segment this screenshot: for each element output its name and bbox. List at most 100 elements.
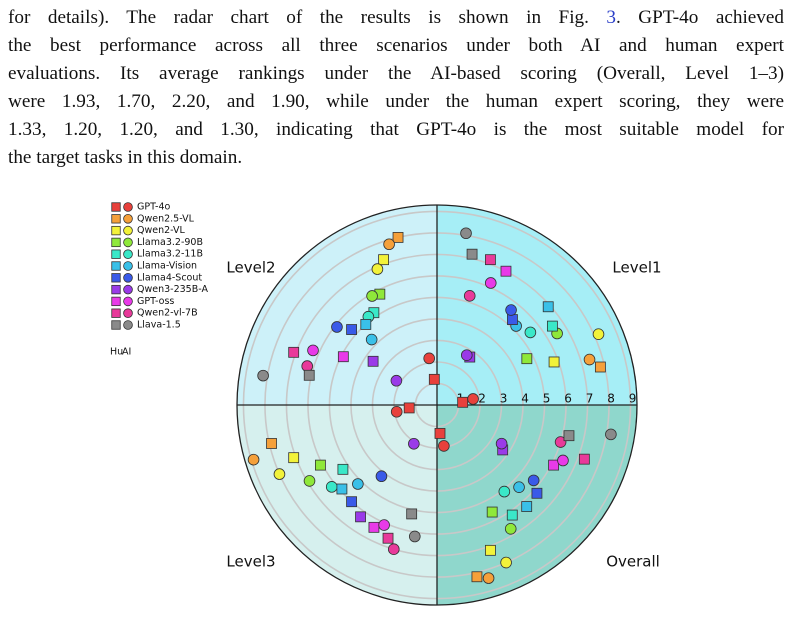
marker-hu xyxy=(548,459,559,471)
legend-label: Qwen2.5-VL xyxy=(137,213,195,224)
legend-label: Llama4-Scout xyxy=(137,272,202,283)
marker-hu xyxy=(266,438,277,449)
marker-hu xyxy=(336,483,348,495)
marker-hu xyxy=(521,353,533,365)
legend-marker-hu xyxy=(111,237,121,248)
marker-hu xyxy=(466,248,478,260)
marker-hu xyxy=(486,506,498,518)
marker-hu xyxy=(392,232,404,243)
legend-label: Qwen2-vl-7B xyxy=(137,308,198,319)
marker-hu xyxy=(563,430,575,442)
marker-ai xyxy=(583,353,596,366)
legend-marker-ai xyxy=(123,237,133,248)
marker-hu xyxy=(434,428,446,439)
legend-marker-hu xyxy=(111,225,121,236)
marker-hu xyxy=(485,254,496,266)
figure-link[interactable]: 3 xyxy=(606,7,616,28)
marker-ai xyxy=(331,321,343,333)
r-tick-label: 2 xyxy=(478,392,486,406)
marker-ai xyxy=(495,437,508,450)
legend-marker-ai xyxy=(123,296,133,307)
legend-marker-ai xyxy=(123,249,133,259)
r-tick-label: 3 xyxy=(500,392,508,406)
marker-ai xyxy=(247,453,260,466)
legend-marker-hu xyxy=(111,273,121,283)
text-segment: evaluations. Its average rankings under … xyxy=(8,62,784,84)
marker-hu xyxy=(507,314,518,325)
marker-ai xyxy=(325,481,338,493)
marker-ai xyxy=(383,238,395,251)
marker-hu xyxy=(542,301,554,313)
quadrant-label: Level3 xyxy=(226,553,275,571)
r-tick-label: 4 xyxy=(521,392,529,406)
quadrant-label: Level1 xyxy=(612,259,661,277)
marker-hu xyxy=(355,511,366,523)
marker-ai xyxy=(467,393,479,405)
legend-marker-hu xyxy=(111,284,121,295)
legend-label: Llava-1.5 xyxy=(137,320,181,331)
marker-hu xyxy=(288,452,300,464)
text-segment: for details). The radar chart of the res… xyxy=(8,7,607,28)
marker-ai xyxy=(273,468,286,480)
text-line: evaluations. Its average rankings under … xyxy=(8,60,784,88)
text-segment: the target tasks in this domain. xyxy=(8,146,243,168)
marker-ai xyxy=(378,519,390,531)
text-line: for details). The radar chart of the res… xyxy=(8,4,784,32)
quadrant-label: Level2 xyxy=(226,259,275,277)
marker-hu xyxy=(546,320,558,332)
legend-column-label: AI xyxy=(122,347,131,358)
marker-ai xyxy=(482,572,495,584)
quadrant-background xyxy=(237,405,437,605)
marker-ai xyxy=(371,263,384,275)
marker-ai xyxy=(366,290,378,302)
marker-ai xyxy=(484,277,497,289)
marker-ai xyxy=(557,454,569,467)
text-line: the target tasks in this domain. xyxy=(8,144,784,172)
marker-ai xyxy=(257,369,269,382)
marker-hu xyxy=(337,351,349,363)
legend-label: Qwen3-235B-A xyxy=(137,284,208,295)
legend-marker-hu xyxy=(111,202,121,212)
marker-hu xyxy=(403,402,415,414)
marker-ai xyxy=(554,436,567,448)
marker-ai xyxy=(500,556,512,569)
marker-hu xyxy=(521,501,533,512)
marker-ai xyxy=(504,522,517,535)
text-segment: were 1.93, 1.70, 2.20, and 1.90, while u… xyxy=(8,90,784,112)
marker-hu xyxy=(531,487,543,499)
legend-marker-hu xyxy=(111,249,121,259)
marker-hu xyxy=(382,532,394,544)
marker-ai xyxy=(505,304,517,316)
marker-ai xyxy=(408,530,421,543)
marker-ai xyxy=(527,474,540,487)
legend-label: GPT-4o xyxy=(137,202,170,213)
text-line: the best performance across all three sc… xyxy=(8,32,784,60)
marker-hu xyxy=(367,355,379,367)
text-segment: 1.33, 1.20, 1.20, and 1.30, indicating t… xyxy=(8,118,784,140)
marker-hu xyxy=(428,373,440,385)
legend-marker-ai xyxy=(123,284,133,295)
marker-hu xyxy=(471,571,483,583)
legend-column-label: Hu xyxy=(110,347,123,358)
marker-hu xyxy=(548,356,560,368)
text-segment: . GPT-4o achieved xyxy=(616,7,784,28)
marker-hu xyxy=(406,508,418,520)
legend-marker-hu xyxy=(111,214,121,224)
legend-marker-hu xyxy=(111,320,121,330)
marker-hu xyxy=(337,463,349,475)
marker-ai xyxy=(423,352,435,365)
chart: 123456789Level1Level2Level3OverallGPT-4o… xyxy=(110,202,662,606)
legend-label: Llama-Vision xyxy=(137,261,197,272)
marker-hu xyxy=(346,324,357,335)
marker-ai xyxy=(592,328,605,340)
r-tick-label: 5 xyxy=(543,392,551,406)
marker-ai xyxy=(307,344,319,357)
legend-marker-ai xyxy=(123,308,133,318)
marker-hu xyxy=(303,369,315,381)
marker-hu xyxy=(457,396,469,408)
marker-ai xyxy=(498,485,511,498)
marker-ai xyxy=(352,478,364,490)
marker-hu xyxy=(288,346,300,358)
marker-ai xyxy=(463,290,476,302)
